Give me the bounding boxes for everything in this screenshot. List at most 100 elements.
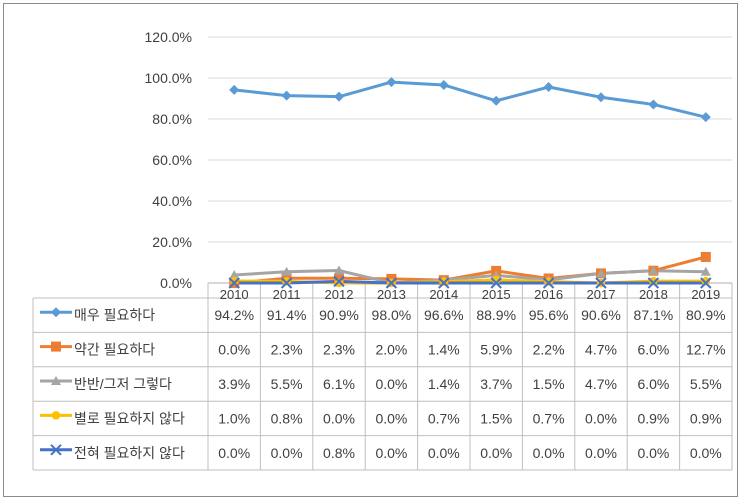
data-point bbox=[649, 276, 658, 286]
series-line bbox=[234, 268, 706, 285]
data-point-stroke bbox=[595, 277, 607, 289]
data-point bbox=[700, 266, 711, 276]
data-point bbox=[596, 268, 606, 278]
data-label: 2.3% bbox=[323, 342, 355, 358]
data-label: 0.0% bbox=[637, 445, 669, 461]
data-point bbox=[228, 277, 240, 289]
data-label: 0.0% bbox=[375, 376, 407, 392]
data-point bbox=[282, 277, 291, 286]
data-point-stroke bbox=[385, 277, 398, 289]
data-label: 0.7% bbox=[533, 410, 565, 426]
data-point bbox=[51, 411, 61, 420]
x-tick-label: 2015 bbox=[482, 287, 511, 302]
series-line bbox=[234, 279, 706, 285]
data-point-stroke bbox=[438, 277, 450, 289]
data-point bbox=[229, 276, 239, 286]
data-point bbox=[280, 277, 293, 289]
data-label: 88.9% bbox=[476, 307, 516, 323]
data-point bbox=[542, 277, 555, 289]
data-label: 0.9% bbox=[637, 410, 669, 426]
data-label: 1.0% bbox=[218, 410, 250, 426]
data-point bbox=[334, 278, 344, 288]
data-label: 6.0% bbox=[637, 342, 669, 358]
data-point bbox=[491, 95, 502, 106]
data-point bbox=[386, 77, 397, 88]
y-tick-label: 120.0% bbox=[145, 29, 192, 45]
data-label: 0.0% bbox=[585, 410, 617, 426]
data-label: 0.0% bbox=[323, 410, 355, 426]
data-label: 1.5% bbox=[533, 376, 565, 392]
data-point bbox=[700, 251, 711, 262]
data-point bbox=[648, 265, 659, 275]
legend-series-name: 전혀 필요하지 않다 bbox=[74, 445, 185, 461]
chart-frame bbox=[3, 3, 738, 497]
series-line bbox=[234, 80, 707, 119]
y-tick-label: 40.0% bbox=[152, 193, 192, 209]
y-axis-ticks: 0.0% 20.0% 40.0% 60.0% 80.0% 100.0% 120.0% bbox=[145, 29, 192, 291]
data-point bbox=[490, 277, 502, 289]
data-label: 0.0% bbox=[690, 445, 722, 461]
data-point bbox=[334, 265, 344, 275]
data-label: 94.2% bbox=[214, 307, 254, 323]
data-point-stroke bbox=[542, 277, 555, 289]
data-label: 96.6% bbox=[424, 307, 464, 323]
gridlines bbox=[208, 36, 732, 243]
x-tick-label: 2012 bbox=[325, 287, 354, 302]
data-point bbox=[333, 275, 345, 288]
x-tick-label: 2017 bbox=[587, 287, 616, 302]
data-point bbox=[229, 270, 240, 280]
data-label: 0.0% bbox=[218, 342, 250, 358]
data-label: 0.0% bbox=[428, 445, 460, 461]
data-label: 0.0% bbox=[585, 445, 617, 461]
y-tick-label: 0.0% bbox=[160, 275, 192, 291]
data-point bbox=[51, 376, 61, 385]
data-point bbox=[701, 276, 711, 286]
legend-series-name: 반반/그저 그렇다 bbox=[74, 376, 172, 392]
data-point bbox=[544, 277, 553, 286]
data-label: 0.8% bbox=[271, 410, 303, 426]
data-point bbox=[334, 273, 344, 284]
data-point bbox=[229, 84, 240, 95]
legend-series-name: 별로 필요하지 않다 bbox=[74, 410, 185, 426]
legend-series-name: 약간 필요하다 bbox=[74, 342, 155, 358]
data-label: 0.0% bbox=[271, 445, 303, 461]
y-tick-label: 60.0% bbox=[152, 152, 192, 168]
data-point bbox=[51, 341, 61, 352]
data-label: 3.9% bbox=[218, 376, 250, 392]
data-point-stroke bbox=[490, 277, 502, 289]
data-label: 2.2% bbox=[533, 342, 565, 358]
y-tick-label: 80.0% bbox=[152, 111, 192, 127]
data-point bbox=[596, 92, 606, 103]
data-label: 4.7% bbox=[585, 376, 617, 392]
data-label: 6.0% bbox=[637, 376, 669, 392]
data-point bbox=[648, 99, 659, 110]
data-label: 2.3% bbox=[271, 342, 303, 358]
data-label: 5.5% bbox=[690, 376, 722, 392]
data-point bbox=[439, 277, 449, 286]
data-label: 87.1% bbox=[634, 307, 674, 323]
data-point bbox=[700, 112, 711, 123]
data-label: 0.0% bbox=[533, 445, 565, 461]
data-label: 1.4% bbox=[428, 342, 460, 358]
data-label: 95.6% bbox=[529, 307, 569, 323]
data-label: 1.4% bbox=[428, 376, 460, 392]
data-label: 2.0% bbox=[375, 342, 407, 358]
data-label: 5.9% bbox=[480, 342, 512, 358]
data-label: 0.0% bbox=[375, 445, 407, 461]
data-label: 0.8% bbox=[323, 445, 355, 461]
data-label: 6.1% bbox=[323, 376, 355, 392]
data-label: 0.7% bbox=[428, 410, 460, 426]
data-point bbox=[281, 266, 292, 276]
data-point bbox=[385, 277, 398, 289]
data-point bbox=[543, 82, 554, 93]
series-markers bbox=[228, 77, 712, 289]
data-label: 0.0% bbox=[375, 410, 407, 426]
x-tick-label: 2013 bbox=[377, 287, 406, 302]
data-label: 80.9% bbox=[686, 307, 726, 323]
data-point bbox=[334, 91, 344, 102]
data-point-stroke bbox=[333, 275, 345, 288]
data-point bbox=[595, 277, 607, 289]
data-point bbox=[50, 444, 62, 456]
series-lines bbox=[234, 80, 707, 285]
